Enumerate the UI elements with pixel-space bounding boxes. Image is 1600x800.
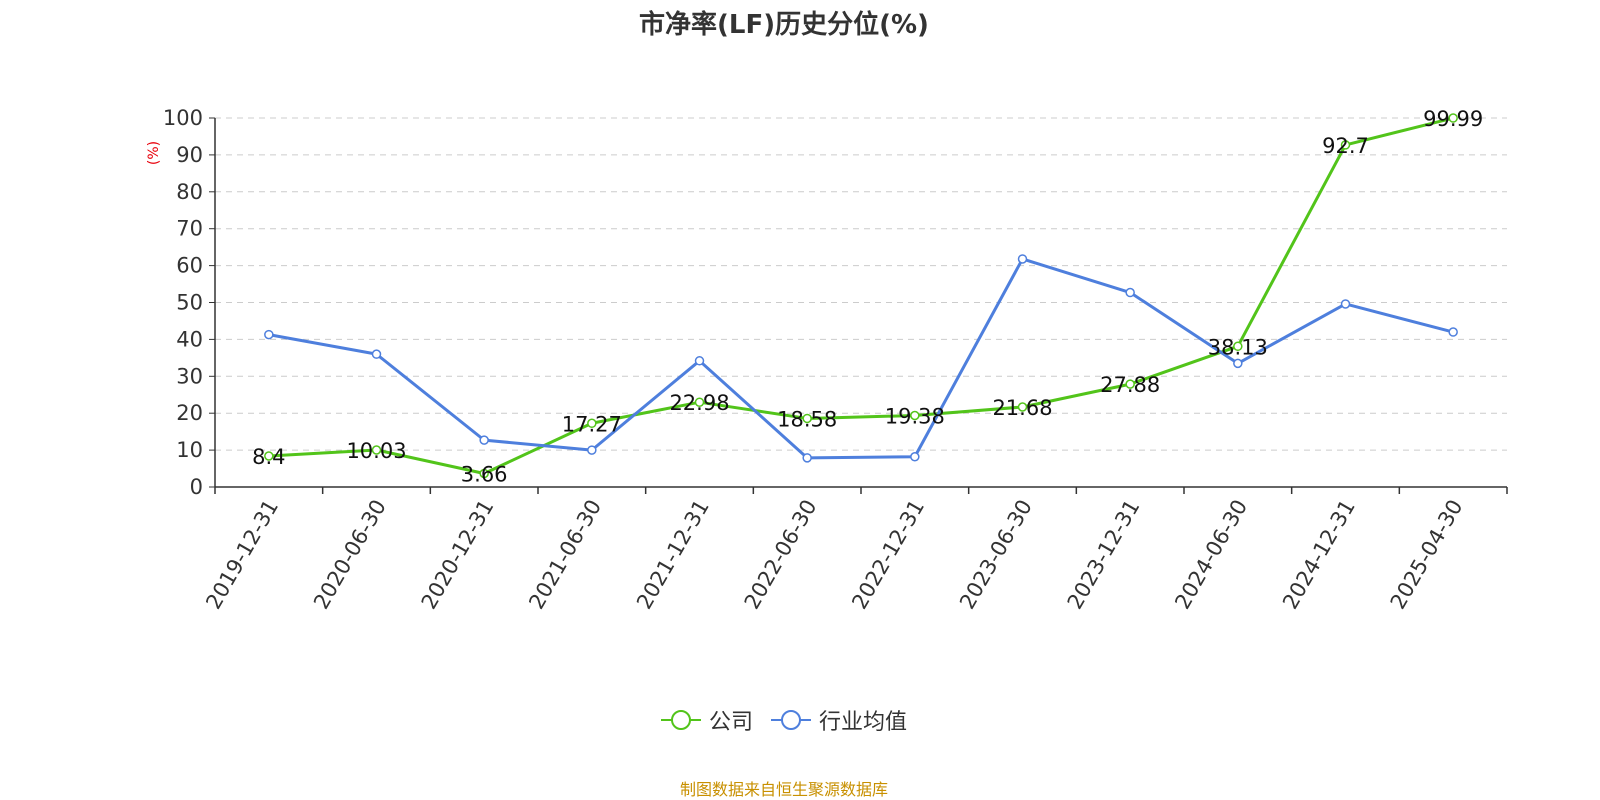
y-tick-label-50: 50 [176, 291, 203, 315]
axes: 0 10 20 30 40 50 60 70 80 90 100 2019-12-31 2020-06-… [163, 106, 1508, 614]
x-tick-label-2024-06-30: 2024-06-30 [1170, 496, 1252, 614]
data-point-industry-9[interactable] [1233, 358, 1243, 369]
data-label-company-11: 99.99 [1423, 107, 1483, 131]
legend-industry-icon [771, 710, 811, 730]
data-point-industry-4[interactable] [694, 356, 705, 366]
source-note: 制图数据来自恒生聚源数据库 [679, 780, 888, 799]
series-line-company [268, 116, 1454, 475]
x-tick-label-2021-12-31: 2021-12-31 [632, 496, 714, 614]
legend-item-industry[interactable]: 行业均值 [771, 704, 907, 736]
data-point-company-3[interactable] [587, 418, 597, 429]
data-point-industry-6[interactable] [910, 451, 920, 462]
data-point-industry-5[interactable] [802, 453, 812, 463]
data-point-company-1[interactable] [371, 445, 382, 455]
series-lines [264, 113, 1458, 479]
data-labels: 8.4 10.03 3.66 17.27 22.98 18.58 19.38 21.68 27.… [252, 107, 1483, 486]
data-point-company-2[interactable] [479, 468, 489, 479]
x-tick-label-2024-12-31: 2024-12-31 [1278, 496, 1360, 614]
data-point-industry-11[interactable] [1448, 327, 1458, 337]
y-tick-label-60: 60 [176, 254, 203, 278]
data-label-company-5: 18.58 [777, 407, 837, 431]
y-tick-label-10: 10 [176, 438, 203, 462]
data-point-industry-8[interactable] [1125, 287, 1135, 298]
data-point-industry-1[interactable] [371, 349, 382, 359]
y-tick-label-80: 80 [176, 180, 203, 204]
data-label-company-9: 38.13 [1208, 335, 1268, 359]
x-tick-label-2022-06-30: 2022-06-30 [740, 496, 822, 614]
data-point-company-11[interactable] [1448, 113, 1458, 123]
x-tick-label-2022-12-31: 2022-12-31 [847, 495, 929, 613]
data-point-industry-2[interactable] [479, 435, 489, 445]
data-point-industry-0[interactable] [264, 329, 274, 340]
data-point-industry-7[interactable] [1017, 254, 1028, 264]
data-point-company-8[interactable] [1125, 379, 1135, 389]
series-line-industry [268, 257, 1454, 460]
data-label-company-1: 10.03 [346, 439, 406, 463]
y-tick-label-100: 100 [163, 106, 203, 130]
legend-label-industry: 行业均值 [819, 710, 908, 735]
y-tick-label-70: 70 [176, 217, 203, 241]
data-label-company-0: 8.4 [252, 445, 285, 469]
data-point-company-5[interactable] [802, 413, 812, 424]
data-label-company-7: 21.68 [992, 396, 1052, 420]
data-point-company-4[interactable] [694, 397, 705, 407]
x-tick-label-2025-04-30: 2025-04-30 [1386, 496, 1468, 614]
data-label-company-8: 27.88 [1100, 373, 1160, 397]
data-label-company-6: 19.38 [885, 404, 945, 428]
data-label-company-10: 92.7 [1322, 134, 1369, 158]
data-point-industry-10[interactable] [1340, 299, 1351, 309]
x-tick-label-2021-06-30: 2021-06-30 [524, 496, 606, 614]
legend-item-company[interactable]: 公司 [660, 704, 753, 736]
x-tick-label-2023-12-31: 2023-12-31 [1063, 496, 1145, 614]
data-point-company-0[interactable] [264, 451, 274, 461]
y-tick-label-20: 20 [176, 401, 203, 425]
x-tick-label-2023-06-30: 2023-06-30 [955, 496, 1037, 614]
legend-company-icon [660, 710, 701, 730]
grid-lines [215, 117, 1507, 451]
data-label-company-3: 17.27 [562, 412, 622, 436]
y-tick-label-90: 90 [176, 143, 203, 167]
x-tick-label-2019-12-31: 2019-12-31 [201, 496, 283, 614]
x-tick-label-2020-12-31: 2020-12-31 [417, 495, 499, 613]
data-point-industry-3[interactable] [587, 445, 597, 455]
legend: 公司 行业均值 [0, 704, 1568, 736]
chart-title: 市净率(LF)历史分位(%) [639, 10, 929, 40]
y-tick-label-30: 30 [176, 364, 203, 388]
y-tick-label-40: 40 [176, 327, 203, 351]
data-label-company-2: 3.66 [461, 462, 508, 486]
x-tick-label-2020-06-30: 2020-06-30 [309, 496, 391, 614]
data-label-company-4: 22.98 [669, 391, 729, 415]
data-point-company-9[interactable] [1233, 341, 1243, 352]
data-point-company-6[interactable] [910, 410, 920, 421]
data-point-company-10[interactable] [1340, 140, 1351, 150]
data-point-company-7[interactable] [1017, 402, 1028, 412]
y-tick-label-0: 0 [190, 475, 203, 499]
y-axis-label: (%) [146, 141, 162, 165]
legend-label-company: 公司 [708, 710, 753, 735]
